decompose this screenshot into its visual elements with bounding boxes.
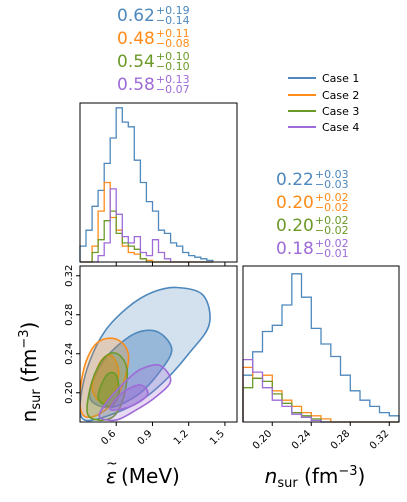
histogram-step-case1 [79, 107, 214, 262]
histogram-step-case2 [242, 366, 399, 423]
median-value: 0.58 [117, 75, 155, 95]
outer-contour [80, 286, 211, 422]
upper-error: +0.10 [155, 50, 190, 63]
x-tick-label: 0.32 [368, 428, 392, 452]
median-annotation: 0.54 +0.10 −0.10 [117, 50, 190, 73]
upper-error: +0.19 [155, 4, 190, 17]
svg-text:~: ~ [106, 456, 118, 472]
error-bounds: +0.02 −0.01 [314, 237, 349, 260]
lower-error: −0.14 [155, 14, 190, 27]
upper-error: +0.02 [314, 237, 349, 250]
error-bounds: +0.11 −0.08 [155, 27, 190, 50]
upper-error: +0.13 [155, 73, 190, 86]
legend: Case 1 Case 2 Case 3 Case 4 [288, 72, 359, 134]
legend-entry-case4: Case 4 [288, 121, 359, 134]
median-value: 0.18 [276, 239, 314, 259]
histogram-step-case4 [242, 358, 399, 423]
x-tick-label: 0.9 [136, 428, 155, 447]
error-bounds: +0.02 −0.02 [314, 214, 349, 237]
upper-error: +0.02 [314, 214, 349, 227]
lower-error: −0.01 [314, 247, 349, 260]
x-axis-label-eps: ε ~ (MeV) [106, 456, 180, 488]
median-annotation: 0.18 +0.02 −0.01 [276, 237, 349, 260]
y-tick-label: 0.20 [64, 382, 75, 404]
median-value: 0.62 [117, 6, 155, 26]
error-bounds: +0.10 −0.10 [155, 50, 190, 73]
median-annotation: 0.20 +0.02 −0.02 [276, 214, 349, 237]
y-tick-label: 0.24 [64, 343, 75, 365]
lower-error: −0.03 [314, 178, 349, 191]
x-tick-label: 0.28 [329, 428, 353, 452]
legend-label: Case 4 [322, 121, 359, 134]
upper-error: +0.02 [314, 191, 349, 204]
legend-entry-case3: Case 3 [288, 105, 359, 118]
legend-label: Case 3 [322, 105, 359, 118]
error-bounds: +0.13 −0.07 [155, 73, 190, 96]
svg-text:ε: ε [106, 464, 117, 488]
median-value: 0.22 [276, 170, 314, 190]
x-tick-label: 0.20 [251, 428, 275, 452]
contour-case3 [86, 352, 129, 422]
x-axis-label-nsur: nsur (fm−3) [265, 464, 366, 491]
histogram-step-case1 [242, 273, 400, 422]
x-tick-label: 0.6 [99, 428, 118, 447]
y-tick-label: 0.28 [64, 304, 75, 326]
upper-error: +0.03 [314, 168, 349, 181]
median-annotation: 0.48 +0.11 −0.08 [117, 27, 190, 50]
y-tick-label: 0.32 [64, 265, 75, 287]
error-bounds: +0.02 −0.02 [314, 191, 349, 214]
lower-error: −0.02 [314, 224, 349, 237]
legend-label: Case 2 [322, 89, 359, 102]
median-annotation: 0.58 +0.13 −0.07 [117, 73, 190, 96]
median-value: 0.54 [117, 52, 155, 72]
contour-case4 [98, 364, 172, 422]
x-tick-label: 0.24 [290, 428, 314, 452]
eps-histogram-panel [79, 102, 238, 266]
nsur-histogram-panel: 0.20 0.24 0.28 0.32 [242, 265, 400, 452]
legend-entry-case1: Case 1 [288, 72, 359, 85]
upper-error: +0.11 [155, 27, 190, 40]
inner-contour [97, 371, 120, 408]
error-bounds: +0.19 −0.14 [155, 4, 190, 27]
lower-error: −0.07 [155, 83, 190, 96]
panel-frame [242, 265, 400, 423]
median-value: 0.48 [117, 29, 155, 49]
outer-contour [86, 352, 129, 422]
error-bounds: +0.03 −0.03 [314, 168, 349, 191]
median-value: 0.20 [276, 216, 314, 236]
panel-frame [79, 102, 238, 263]
contour-panel: 0.6 0.9 1.2 1.5 0.20 0.24 0.28 0.32 [64, 265, 238, 447]
outer-contour [98, 364, 172, 422]
x-tick-label: 1.5 [208, 428, 227, 447]
legend-entry-case2: Case 2 [288, 89, 359, 102]
lower-error: −0.10 [155, 60, 190, 73]
legend-label: Case 1 [322, 72, 359, 85]
lower-error: −0.08 [155, 37, 190, 50]
inner-contour [109, 384, 149, 411]
median-annotation: 0.22 +0.03 −0.03 [276, 168, 349, 191]
panel-frame [79, 265, 238, 423]
x-tick-label: 1.2 [172, 428, 191, 447]
median-annotation: 0.62 +0.19 −0.14 [117, 4, 190, 27]
median-annotation: 0.20 +0.02 −0.02 [276, 191, 349, 214]
median-value: 0.20 [276, 193, 314, 213]
y-axis-label: nsur (fm−3) [17, 322, 44, 423]
lower-error: −0.02 [314, 201, 349, 214]
svg-text:(MeV): (MeV) [121, 464, 180, 488]
contour-layers [80, 286, 211, 422]
